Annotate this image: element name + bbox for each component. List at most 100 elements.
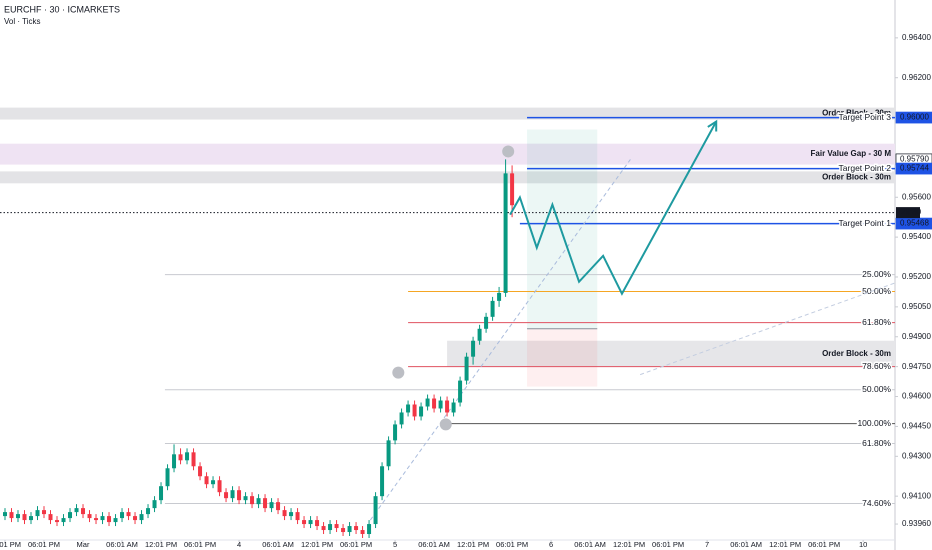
x-tick-label: 06:01 AM <box>262 540 294 549</box>
candle-body <box>16 514 21 519</box>
y-tick-label: 0.95400 <box>902 232 931 241</box>
projection-path <box>509 121 718 296</box>
x-tick-label: 12:01 PM <box>145 540 177 549</box>
candle-body <box>81 508 86 515</box>
x-tick-label: 06:01 PM <box>28 540 60 549</box>
candle-body <box>139 514 144 521</box>
x-tick-label: 06:01 AM <box>106 540 138 549</box>
y-tick-label: 0.94450 <box>902 422 931 431</box>
candle-body <box>126 512 131 517</box>
x-tick-label: Mar <box>77 540 90 549</box>
level-label: Target Point 2 <box>839 163 892 173</box>
candle-body <box>172 454 177 469</box>
candle-body <box>243 496 248 501</box>
y-tick-label: 0.94300 <box>902 451 931 460</box>
x-tick-label: 7 <box>705 540 709 549</box>
y-tick-label: 0.95050 <box>902 302 931 311</box>
candle-body <box>360 530 365 535</box>
candle-body <box>412 404 417 417</box>
candle-body <box>230 490 235 499</box>
marker <box>392 366 405 379</box>
candle-body <box>282 510 287 517</box>
candle-body <box>315 520 320 527</box>
candle-body <box>100 516 105 521</box>
candle-body <box>425 398 430 407</box>
price-label: 0.95790 <box>900 155 929 164</box>
candle-body <box>302 520 307 525</box>
y-tick-label: 0.94100 <box>902 491 931 500</box>
candle-body <box>341 528 346 533</box>
candle-body <box>419 406 424 417</box>
x-tick-label: 06:01 AM <box>574 540 606 549</box>
zone-label: Order Block - 30m <box>822 349 891 358</box>
candle-body <box>55 520 60 523</box>
candle-body <box>347 526 352 533</box>
candle-body <box>510 173 515 206</box>
candle-body <box>308 520 313 525</box>
candle-body <box>113 518 118 523</box>
price-label: 0.95744 <box>900 164 929 173</box>
level-label: 25.00% <box>862 269 891 279</box>
candle-body <box>29 516 34 521</box>
candle-body <box>3 512 8 517</box>
candle-body <box>211 480 216 485</box>
candle-body <box>191 452 196 467</box>
candle-body <box>217 480 222 493</box>
candle-body <box>497 292 502 301</box>
zone <box>0 143 895 165</box>
candle-body <box>198 466 203 477</box>
candle-body <box>133 516 138 521</box>
y-tick-label: 0.96400 <box>902 33 931 42</box>
candle-body <box>185 452 190 461</box>
candle-body <box>503 173 508 293</box>
candle-body <box>42 510 47 515</box>
x-tick-label: 06:01 PM <box>496 540 528 549</box>
candle-body <box>165 468 170 487</box>
candle-body <box>68 512 73 519</box>
y-tick-label: 0.95600 <box>902 192 931 201</box>
candle-body <box>263 498 268 509</box>
countdown-box <box>896 207 920 219</box>
candle-body <box>386 440 391 467</box>
zone <box>0 107 895 120</box>
x-tick-label: 12:01 PM <box>457 540 489 549</box>
marker <box>502 145 515 158</box>
candle-body <box>107 516 112 523</box>
candle-body <box>399 412 404 425</box>
candle-body <box>74 508 79 513</box>
candle-body <box>224 492 229 499</box>
x-tick-label: 12:01 PM <box>301 540 333 549</box>
candle-body <box>61 518 66 523</box>
y-tick-label: 0.96200 <box>902 73 931 82</box>
candle-body <box>477 328 482 341</box>
projection-arrowhead <box>707 119 718 132</box>
candle-body <box>458 380 463 403</box>
candle-body <box>146 508 151 515</box>
candle-body <box>367 524 372 535</box>
candle-body <box>432 398 437 409</box>
price-label-box <box>895 162 932 175</box>
y-tick-label: 0.94750 <box>902 362 931 371</box>
candle-body <box>471 340 476 357</box>
candle-body <box>48 514 53 521</box>
candle-body <box>276 502 281 511</box>
price-label: 0.96000 <box>900 113 929 122</box>
candle-body <box>94 518 99 521</box>
y-tick-label: 0.96600 <box>902 0 931 2</box>
level-label: 100.00% <box>857 418 891 428</box>
candle-body <box>354 526 359 531</box>
candle-body <box>178 454 183 461</box>
candle-body <box>406 404 411 413</box>
candle-body <box>334 524 339 529</box>
trendline <box>639 282 896 376</box>
candle-body <box>269 502 274 509</box>
zone-label: Order Block - 30m <box>822 172 891 181</box>
price-label-box <box>895 111 932 124</box>
candle-body <box>159 486 164 501</box>
candle-body <box>289 512 294 517</box>
zone <box>0 171 895 184</box>
x-tick-label: 12:01 PM <box>0 540 21 549</box>
level-label: 74.60% <box>862 498 891 508</box>
x-tick-label: 06:01 PM <box>652 540 684 549</box>
